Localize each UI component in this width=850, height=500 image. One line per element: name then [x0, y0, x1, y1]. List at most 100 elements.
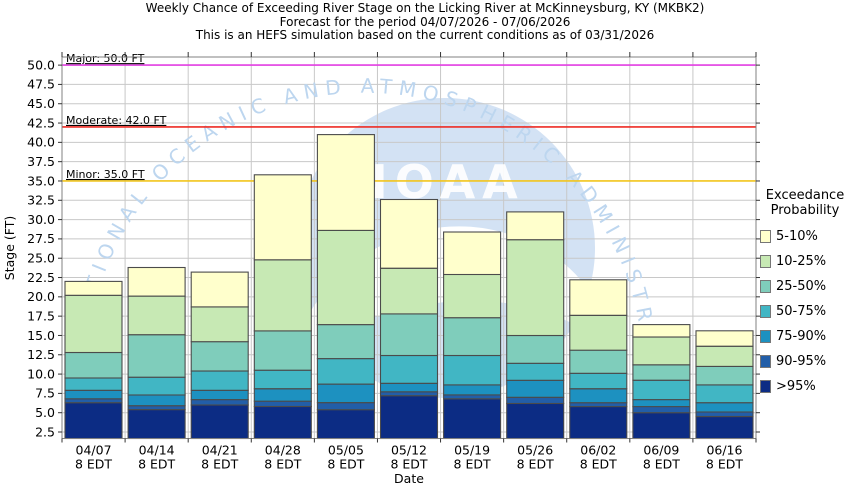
bar-segment-05-05-25-50: [316, 324, 375, 360]
bar-segment-04-07-25-50: [64, 351, 123, 379]
x-tick-label-date: 05/12: [391, 443, 427, 458]
bar-segment-06-09-75-90: [632, 399, 691, 408]
x-tick-label-time: 8 EDT: [390, 457, 427, 472]
y-tick-label: 32.5: [27, 193, 55, 208]
x-tick-label-date: 04/28: [265, 443, 301, 458]
legend-item-50-75: 50-75%: [760, 299, 850, 324]
bar-segment-04-21-25-50: [190, 341, 249, 372]
bar-segment-04-28-5-10: [253, 174, 312, 261]
bar-segment-05-19-25-50: [443, 317, 502, 357]
y-tick-label: 2.5: [35, 424, 55, 439]
x-tick-label-time: 8 EDT: [327, 457, 364, 472]
x-tick-label-time: 8 EDT: [454, 457, 491, 472]
bar-segment-05-19-95: [443, 398, 502, 440]
legend-item-label: 10-25%: [776, 254, 827, 269]
bar-segment-04-07-50-75: [64, 377, 123, 391]
y-tick-label: 7.5: [35, 386, 55, 401]
bar-segment-04-14-5-10: [127, 266, 186, 297]
bar-segment-04-14-75-90: [127, 394, 186, 407]
y-tick-label: 45.0: [27, 96, 55, 111]
threshold-label-major: Major: 50.0 FT: [66, 52, 145, 65]
bar-segment-06-02-75-90: [569, 388, 628, 404]
y-tick-label: 12.5: [27, 347, 55, 362]
bar-segment-06-02-50-75: [569, 372, 628, 390]
bar-segment-05-05-5-10: [316, 134, 375, 231]
bar-segment-04-21-95: [190, 404, 249, 440]
bar-segment-04-28-25-50: [253, 330, 312, 371]
bar-segment-06-09-5-10: [632, 324, 691, 338]
legend-item-label: >95%: [776, 379, 816, 394]
x-tick-label-date: 05/26: [517, 443, 553, 458]
bar-segment-04-28-10-25: [253, 259, 312, 332]
x-tick-label-time: 8 EDT: [517, 457, 554, 472]
x-axis-title: Date: [394, 471, 424, 486]
y-tick-label: 25.0: [27, 251, 55, 266]
legend-item-10-25: 10-25%: [760, 249, 850, 274]
bar-segment-05-26-5-10: [506, 211, 565, 241]
y-tick-label: 42.5: [27, 115, 55, 130]
bar-segment-06-09-10-25: [632, 336, 691, 366]
bar-segment-05-12-10-25: [379, 267, 439, 315]
y-tick-label: 40.0: [27, 135, 55, 150]
x-tick-label-time: 8 EDT: [138, 457, 175, 472]
legend-item-label: 5-10%: [776, 229, 818, 244]
bar-segment-05-05-50-75: [316, 358, 375, 385]
y-tick-label: 35.0: [27, 173, 55, 188]
chart-title-block: Weekly Chance of Exceeding River Stage o…: [0, 1, 850, 43]
bar-segment-06-16-5-10: [695, 330, 754, 347]
bar-segment-04-21-10-25: [190, 306, 249, 343]
y-tick-label: 50.0: [27, 57, 55, 72]
bar-segment-05-26-95: [506, 402, 565, 440]
axis-labels: 2.5 5.0 7.5 10.0 12.5 15.0 17.5 20.0 22.5 25.0 27.…: [2, 57, 743, 486]
bar-segment-05-12-95: [379, 395, 439, 440]
bar-segment-05-12-75-90: [379, 382, 439, 393]
bar-segment-06-09-50-75: [632, 379, 691, 401]
bar-segment-06-16-75-90: [695, 402, 754, 413]
bar-segment-04-28-95: [253, 405, 312, 440]
x-tick-label-date: 05/05: [328, 443, 364, 458]
legend-title-line2: Probability: [770, 203, 840, 218]
bar-segment-06-16-95: [695, 416, 754, 440]
bar-segment-04-07-90-95: [64, 398, 123, 404]
bar-segment-04-07-10-25: [64, 294, 123, 354]
x-tick-label-date: 04/14: [139, 443, 175, 458]
x-tick-label-date: 06/09: [643, 443, 679, 458]
x-tick-label-date: 04/21: [202, 443, 238, 458]
y-tick-label: 20.0: [27, 289, 55, 304]
bar-segment-06-02-10-25: [569, 314, 628, 351]
y-tick-label: 15.0: [27, 328, 55, 343]
y-tick-label: 47.5: [27, 77, 55, 92]
bar-segment-04-21-90-95: [190, 399, 249, 406]
bar-segment-04-14-50-75: [127, 376, 186, 396]
title-line-3: This is an HEFS simulation based on the …: [195, 28, 655, 42]
legend-swatch-icon: [760, 330, 771, 343]
bar-segment-05-26-25-50: [506, 334, 565, 364]
bar-segment-06-09-25-50: [632, 364, 691, 381]
bar-segment-06-16-25-50: [695, 365, 754, 386]
x-tick-label-date: 06/16: [706, 443, 742, 458]
y-tick-label: 10.0: [27, 366, 55, 381]
y-tick-label: 30.0: [27, 212, 55, 227]
bar-segment-05-26-10-25: [506, 239, 565, 337]
threshold-label-moderate: Moderate: 42.0 FT: [66, 114, 167, 127]
legend-item-label: 90-95%: [776, 354, 827, 369]
bar-segment-04-21-75-90: [190, 389, 249, 401]
legend-item-label: 50-75%: [776, 304, 827, 319]
title-line-2: Forecast for the period 04/07/2026 - 07/…: [279, 14, 571, 29]
bar-segment-05-19-50-75: [443, 354, 502, 386]
x-tick-label-time: 8 EDT: [643, 457, 680, 472]
x-tick-label-date: 05/19: [454, 443, 490, 458]
x-tick-label-time: 8 EDT: [580, 457, 617, 472]
bar-segment-05-05-90-95: [316, 402, 375, 411]
bar-segment-05-12-25-50: [379, 313, 439, 357]
bar-segment-05-19-10-25: [443, 273, 502, 319]
legend-item-5-10: 5-10%: [760, 224, 850, 249]
legend: Exceedance Probability 5-10% 10-25% 25-50%…: [760, 188, 850, 399]
legend-item-label: 25-50%: [776, 279, 827, 294]
bar-segment-06-02-5-10: [569, 279, 628, 316]
y-tick-label: 37.5: [27, 154, 55, 169]
bar-segment-06-09-95: [632, 412, 691, 440]
bar-segment-04-07-5-10: [64, 280, 123, 296]
